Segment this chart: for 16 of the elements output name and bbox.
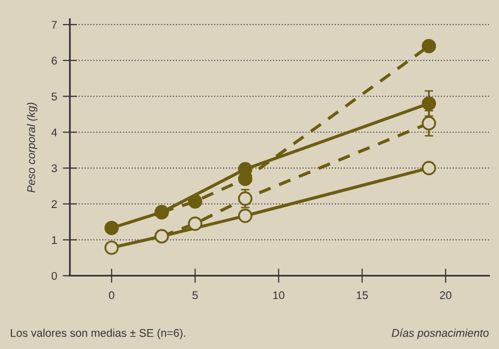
text: Los valores son medias ± SE (n=6). [10, 328, 186, 340]
y-axis-title: Peso corporal (kg) [26, 102, 38, 192]
y-tick-label: 5 [52, 92, 57, 100]
y-tick-label: 0 [52, 272, 57, 280]
x-tick-label: 10 [273, 291, 284, 300]
y-tick-label: 2 [52, 200, 57, 208]
x-tick-label: 0 [108, 291, 114, 300]
y-tick-label: 4 [51, 128, 58, 136]
x-tick-label: 20 [440, 291, 452, 300]
y-tick-label: 3 [52, 164, 57, 172]
x-tick-label: 15 [356, 291, 368, 300]
x-axis-title: Días posnacimiento [392, 328, 489, 340]
x-tick-label: 5 [192, 291, 198, 300]
y-tick-label: 7 [52, 20, 57, 29]
y-tick-label: 1 [52, 236, 57, 244]
y-tick-label: 6 [52, 56, 57, 65]
